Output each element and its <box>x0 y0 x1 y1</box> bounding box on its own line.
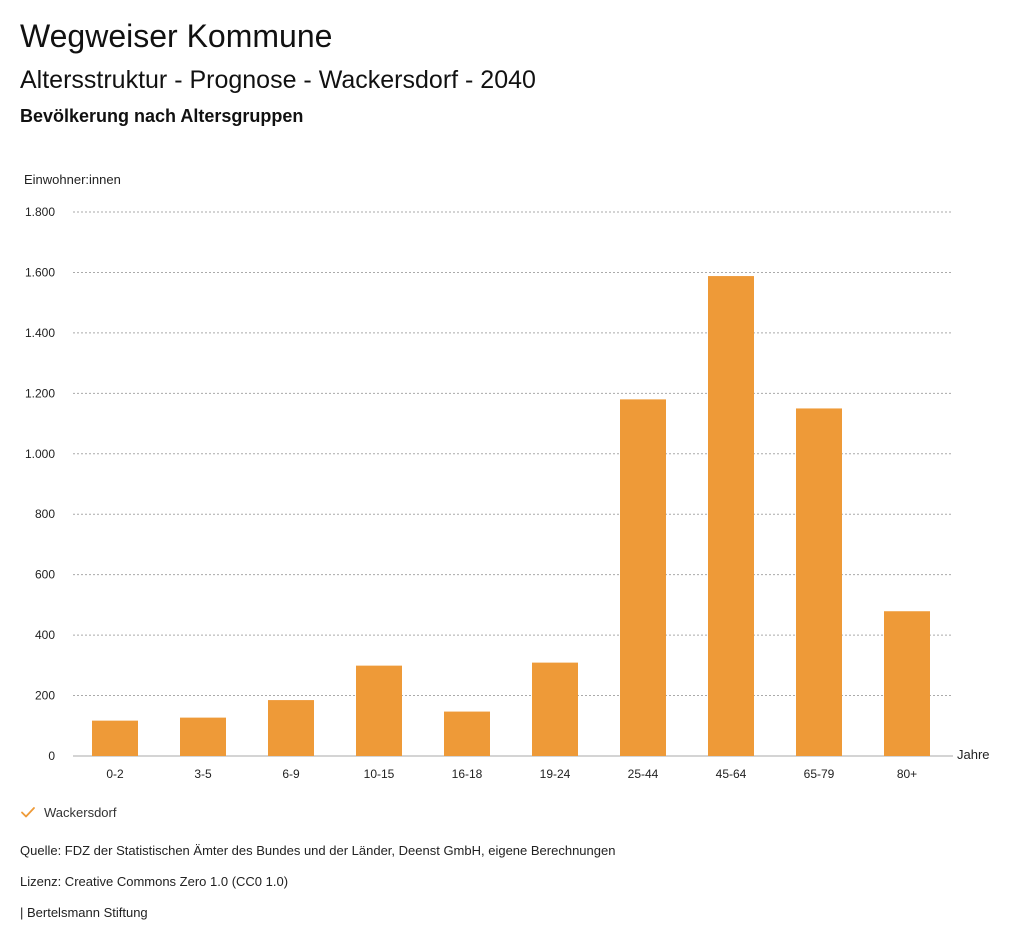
license-note: Lizenz: Creative Commons Zero 1.0 (CC0 1… <box>20 874 289 889</box>
legend-label: Wackersdorf <box>44 804 117 820</box>
bar-16-18[interactable] <box>444 711 490 756</box>
y-tick-label: 1.000 <box>25 447 55 461</box>
x-tick-label: 3-5 <box>194 767 212 781</box>
x-tick-labels: 0-2 3-5 6-9 10-15 16-18 19-24 25-44 45-64 65-79 8… <box>106 767 917 781</box>
y-tick-label: 200 <box>35 689 55 703</box>
bar-6-9[interactable] <box>268 700 314 756</box>
chart-subtitle: Bevölkerung nach Altersgruppen <box>20 106 304 126</box>
bar-25-44[interactable] <box>620 399 666 756</box>
x-tick-label: 6-9 <box>282 767 300 781</box>
bar-19-24[interactable] <box>532 662 578 756</box>
y-tick-label: 800 <box>35 507 55 521</box>
x-tick-label: 19-24 <box>540 767 571 781</box>
x-tick-label: 0-2 <box>106 767 124 781</box>
bar-10-15[interactable] <box>356 665 402 756</box>
y-tick-label: 600 <box>35 568 55 582</box>
x-tick-label: 45-64 <box>716 767 747 781</box>
bar-0-2[interactable] <box>92 720 138 756</box>
y-tick-label: 1.200 <box>25 386 55 400</box>
page-title: Wegweiser Kommune <box>20 18 333 54</box>
x-axis-label: Jahre <box>957 747 990 762</box>
y-axis-label: Einwohner:innen <box>24 172 121 187</box>
x-tick-label: 16-18 <box>452 767 483 781</box>
bar-80+[interactable] <box>884 611 930 756</box>
source-note: Quelle: FDZ der Statistischen Ämter des … <box>20 843 616 858</box>
x-tick-label: 25-44 <box>628 767 659 781</box>
bar-chart: Einwohner:innen Jahre 0 200 400 600 800 1.000… <box>24 172 990 781</box>
legend-item-wackersdorf[interactable]: Wackersdorf <box>20 801 116 823</box>
check-icon <box>21 807 35 818</box>
y-tick-label: 0 <box>48 749 55 763</box>
y-tick-label: 1.400 <box>25 326 55 340</box>
bars <box>92 276 930 756</box>
bar-65-79[interactable] <box>796 408 842 756</box>
x-tick-label: 10-15 <box>364 767 395 781</box>
chart-title: Altersstruktur - Prognose - Wackersdorf … <box>20 66 536 94</box>
y-tick-label: 1.600 <box>25 265 55 279</box>
y-tick-label: 400 <box>35 628 55 642</box>
publisher-note: | Bertelsmann Stiftung <box>20 905 148 920</box>
x-tick-label: 80+ <box>897 767 917 781</box>
y-tick-label: 1.800 <box>25 205 55 219</box>
y-tick-labels: 0 200 400 600 800 1.000 1.200 1.400 1.600 1.800 <box>25 205 55 763</box>
x-tick-label: 65-79 <box>804 767 835 781</box>
bar-3-5[interactable] <box>180 717 226 756</box>
bar-45-64[interactable] <box>708 276 754 756</box>
